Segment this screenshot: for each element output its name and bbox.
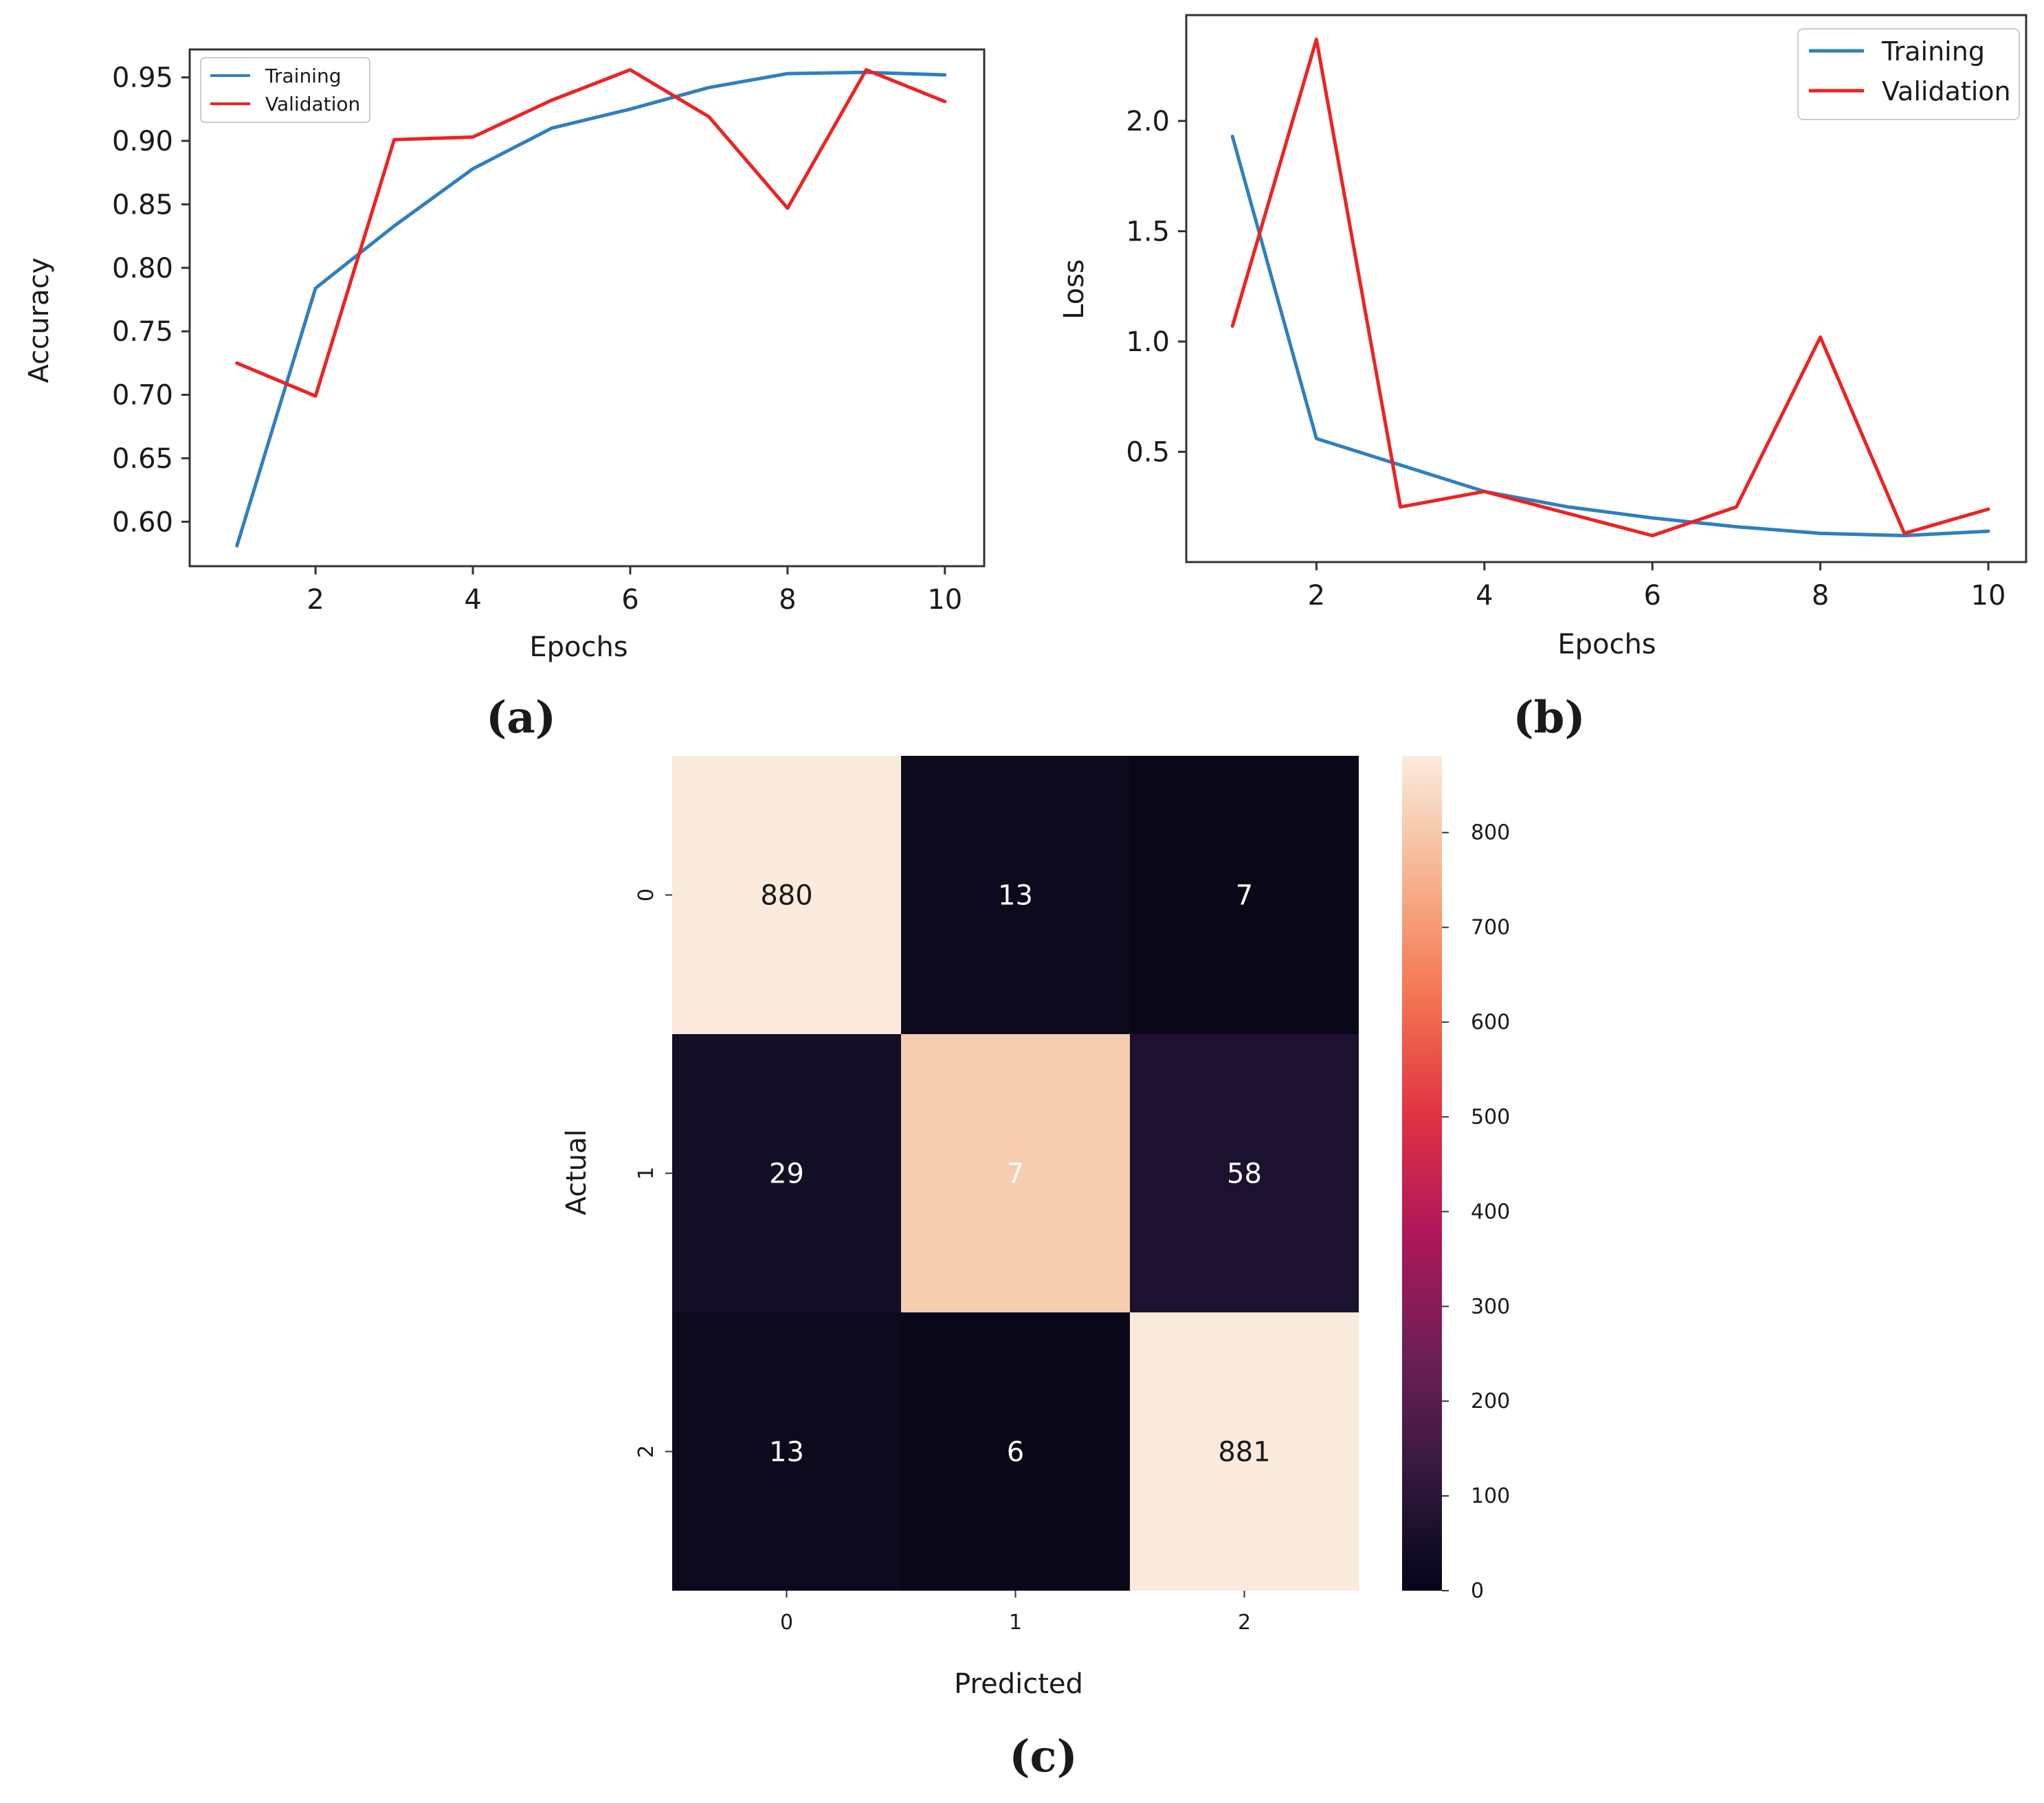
confusion-ytick-label-1: 1 — [634, 1167, 658, 1180]
accuracy-xtick-label-6: 6 — [621, 584, 638, 616]
colorbar-tick-label-200: 200 — [1471, 1389, 1510, 1413]
loss-legend: Training Validation — [1797, 28, 2020, 120]
accuracy-xtick-label-8: 8 — [779, 584, 796, 616]
accuracy-legend: Training Validation — [200, 57, 370, 123]
confusion-ytick-label-2: 2 — [634, 1445, 658, 1458]
cell-2-0 — [672, 1312, 901, 1591]
cell-value-2-1: 6 — [1007, 1437, 1024, 1468]
accuracy-series-layer — [235, 68, 947, 548]
colorbar-ticks: 0 100 200 300 400 500 600 700 800 — [1442, 821, 1510, 1603]
cell-1-0 — [672, 1034, 901, 1312]
colorbar-tick-label-800: 800 — [1471, 821, 1510, 845]
loss-xticks: 2 4 6 8 10 — [1308, 562, 2006, 612]
accuracy-xticks: 2 4 6 8 10 — [307, 566, 962, 616]
accuracy-ytick-label-0.95: 0.95 — [112, 63, 173, 94]
panel-label-a: (a) — [486, 692, 556, 743]
confusion-xtick-label-1: 1 — [1009, 1611, 1022, 1635]
loss-xtick-label-10: 10 — [1971, 580, 2006, 612]
accuracy-validation-line — [235, 68, 947, 398]
loss-legend-training-label: Training — [1881, 36, 1985, 67]
accuracy-ytick-label-0.60: 0.60 — [112, 506, 173, 538]
colorbar-tick-label-600: 600 — [1471, 1011, 1510, 1035]
panel-label-c: (c) — [1009, 1731, 1078, 1782]
confusion-matrix-x-axis-label: Predicted — [954, 1668, 1083, 1700]
accuracy-training-line — [235, 70, 947, 548]
cell-value-0-0: 880 — [760, 880, 812, 912]
cell-value-2-2: 881 — [1218, 1437, 1270, 1468]
confusion-xtick-label-0: 0 — [780, 1611, 793, 1635]
cell-value-1-0: 29 — [769, 1158, 804, 1190]
panel-label-b: (b) — [1513, 692, 1585, 743]
cell-2-1 — [901, 1312, 1130, 1591]
loss-x-axis-label: Epochs — [1557, 629, 1656, 660]
accuracy-ytick-label-0.65: 0.65 — [112, 443, 173, 475]
loss-yticks: 0.5 1.0 1.5 2.0 — [1126, 106, 1186, 469]
loss-validation-line — [1230, 37, 1990, 537]
cell-0-0 — [672, 756, 901, 1034]
accuracy-legend-training-label: Training — [265, 65, 341, 87]
loss-ytick-label-2.0: 2.0 — [1126, 106, 1170, 137]
colorbar-tick-label-0: 0 — [1471, 1579, 1484, 1603]
accuracy-plot-frame — [188, 48, 986, 568]
cell-2-2 — [1130, 1312, 1359, 1591]
accuracy-ytick-label-0.75: 0.75 — [112, 316, 173, 348]
accuracy-ytick-label-0.70: 0.70 — [112, 380, 173, 412]
confusion-matrix-y-axis-label: Actual — [561, 1129, 592, 1215]
loss-plot-frame — [1185, 14, 2028, 563]
accuracy-ytick-label-0.90: 0.90 — [112, 126, 173, 157]
cell-1-2 — [1130, 1034, 1359, 1312]
loss-xtick-label-4: 4 — [1476, 580, 1493, 612]
loss-ytick-label-1.5: 1.5 — [1126, 216, 1170, 248]
accuracy-legend-validation-label: Validation — [265, 93, 360, 115]
accuracy-legend-box — [200, 57, 370, 123]
loss-ytick-label-1.0: 1.0 — [1126, 326, 1170, 358]
accuracy-ytick-label-0.80: 0.80 — [112, 253, 173, 284]
loss-chart: 2 4 6 8 10 0.5 1.0 1.5 2.0 Epochs Loss Training… — [1058, 14, 2028, 660]
colorbar-tick-label-700: 700 — [1471, 916, 1510, 940]
confusion-matrix-ticks: 0 1 2 0 1 2 — [634, 888, 1251, 1635]
loss-series-layer — [1230, 37, 1990, 537]
loss-legend-validation-label: Validation — [1882, 76, 2011, 107]
loss-ytick-label-0.5: 0.5 — [1126, 437, 1170, 469]
colorbar-tick-label-100: 100 — [1471, 1484, 1510, 1508]
cell-0-2 — [1130, 756, 1359, 1034]
loss-training-line — [1230, 135, 1990, 537]
accuracy-ytick-label-0.85: 0.85 — [112, 189, 173, 221]
confusion-ytick-label-0: 0 — [634, 888, 658, 902]
cell-value-0-1: 13 — [998, 880, 1033, 912]
accuracy-chart: 2 4 6 8 10 0.600.650.700.750.800.850.900.95 … — [23, 48, 986, 663]
cell-value-2-0: 13 — [769, 1437, 804, 1468]
cell-0-1 — [901, 756, 1130, 1034]
confusion-matrix: 880 13 7 29 7 58 13 6 881 0 1 2 0 1 2 Predicted Actua… — [561, 756, 1510, 1700]
colorbar-tick-label-400: 400 — [1471, 1200, 1510, 1224]
accuracy-yticks: 0.60 0.65 0.70 0.75 0.80 0.85 0.90 0.95 — [112, 63, 190, 538]
colorbar-tick-label-300: 300 — [1471, 1295, 1510, 1319]
cell-value-1-1: 7 — [1007, 1158, 1024, 1190]
colorbar-tick-label-500: 500 — [1471, 1105, 1510, 1129]
confusion-matrix-cells: 880 13 7 29 7 58 13 6 881 — [672, 756, 1359, 1591]
accuracy-xtick-label-10: 10 — [927, 584, 962, 616]
cell-value-0-2: 7 — [1236, 880, 1253, 912]
loss-xtick-label-2: 2 — [1308, 580, 1325, 612]
accuracy-y-axis-label: Accuracy — [23, 258, 55, 383]
loss-xtick-label-6: 6 — [1643, 580, 1660, 612]
colorbar — [1402, 756, 1442, 1591]
accuracy-x-axis-label: Epochs — [529, 631, 627, 663]
loss-xtick-label-8: 8 — [1812, 580, 1829, 612]
loss-y-axis-label: Loss — [1058, 259, 1090, 320]
cell-1-1 — [901, 1034, 1130, 1312]
cell-value-1-2: 58 — [1227, 1158, 1262, 1190]
confusion-xtick-label-2: 2 — [1238, 1611, 1251, 1635]
accuracy-xtick-label-4: 4 — [464, 584, 481, 616]
accuracy-xtick-label-2: 2 — [307, 584, 324, 616]
